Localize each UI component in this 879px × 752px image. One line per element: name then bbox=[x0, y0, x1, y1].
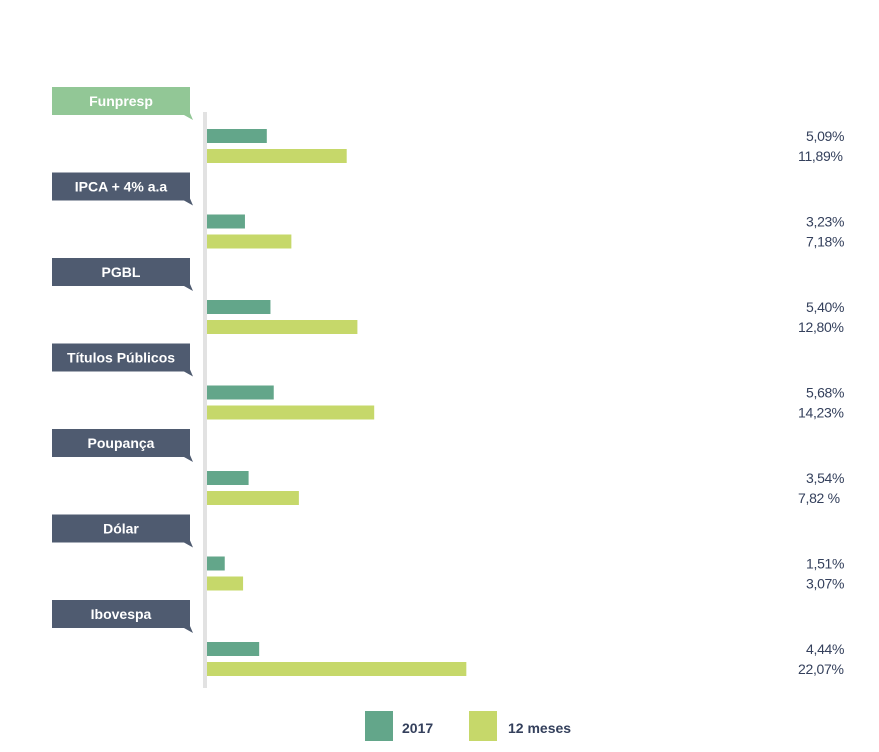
bar-12-meses bbox=[207, 234, 292, 249]
category-label-box bbox=[52, 87, 193, 120]
category-label: IPCA + 4% a.a bbox=[75, 179, 168, 195]
bar-2017 bbox=[207, 385, 274, 400]
data-label: 3,23% bbox=[806, 214, 844, 230]
category-label-box bbox=[52, 343, 193, 377]
category-group: PGBL 5,40% 12,80% bbox=[52, 258, 845, 335]
bar-2017 bbox=[207, 642, 260, 656]
bar-2017 bbox=[207, 471, 249, 485]
category-label: Dólar bbox=[103, 521, 139, 537]
bar-2017 bbox=[207, 214, 245, 229]
category-label: Títulos Públicos bbox=[67, 350, 175, 366]
category-label: Funpresp bbox=[89, 93, 153, 109]
category-label-box bbox=[52, 514, 193, 548]
axis-layer bbox=[203, 112, 207, 688]
category-groups: Funpresp 5,09% 11,89% IPCA + 4% a.a 3,23% 7,1… bbox=[52, 87, 845, 677]
category-label: Poupança bbox=[88, 435, 155, 451]
bar-12-meses bbox=[207, 662, 467, 676]
y-axis-line bbox=[203, 112, 207, 688]
data-label: 5,40% bbox=[806, 299, 844, 315]
data-label: 7,82 % bbox=[798, 490, 840, 506]
category-label-box bbox=[52, 172, 193, 206]
bar-2017 bbox=[207, 300, 271, 314]
category-group: Dólar 1,51% 3,07% bbox=[52, 514, 845, 592]
category-label-box bbox=[52, 600, 193, 633]
data-label: 7,18% bbox=[806, 234, 844, 250]
category-group: Poupança 3,54% 7,82 % bbox=[52, 429, 845, 506]
category-group: Funpresp 5,09% 11,89% bbox=[52, 87, 845, 164]
data-label: 4,44% bbox=[806, 641, 844, 657]
legend-label: 12 meses bbox=[508, 720, 571, 736]
data-label: 14,23% bbox=[798, 405, 844, 421]
data-label: 11,89% bbox=[798, 148, 843, 164]
data-label: 3,07% bbox=[806, 576, 844, 592]
data-label: 3,54% bbox=[806, 470, 844, 486]
data-label: 12,80% bbox=[798, 319, 844, 335]
bar-2017 bbox=[207, 129, 267, 143]
category-group: IPCA + 4% a.a 3,23% 7,18% bbox=[52, 172, 845, 250]
legend: 2017 12 meses bbox=[365, 711, 571, 741]
bar-12-meses bbox=[207, 576, 244, 591]
category-label-box bbox=[52, 258, 193, 291]
category-group: Títulos Públicos 5,68% 14,23% bbox=[52, 343, 845, 421]
data-label: 1,51% bbox=[806, 556, 844, 572]
legend-swatch bbox=[469, 711, 497, 741]
legend-swatch bbox=[365, 711, 393, 741]
bar-12-meses bbox=[207, 149, 347, 163]
data-label: 22,07% bbox=[798, 661, 844, 677]
data-label: 5,68% bbox=[806, 385, 844, 401]
bar-12-meses bbox=[207, 405, 375, 420]
category-label: PGBL bbox=[102, 264, 141, 280]
category-group: Ibovespa 4,44% 22,07% bbox=[52, 600, 845, 677]
bar-2017 bbox=[207, 556, 225, 571]
legend-label: 2017 bbox=[402, 720, 433, 736]
data-label: 5,09% bbox=[806, 128, 844, 144]
category-label: Ibovespa bbox=[91, 606, 152, 622]
bar-12-meses bbox=[207, 320, 358, 334]
bar-12-meses bbox=[207, 491, 299, 505]
category-label-box bbox=[52, 429, 193, 462]
